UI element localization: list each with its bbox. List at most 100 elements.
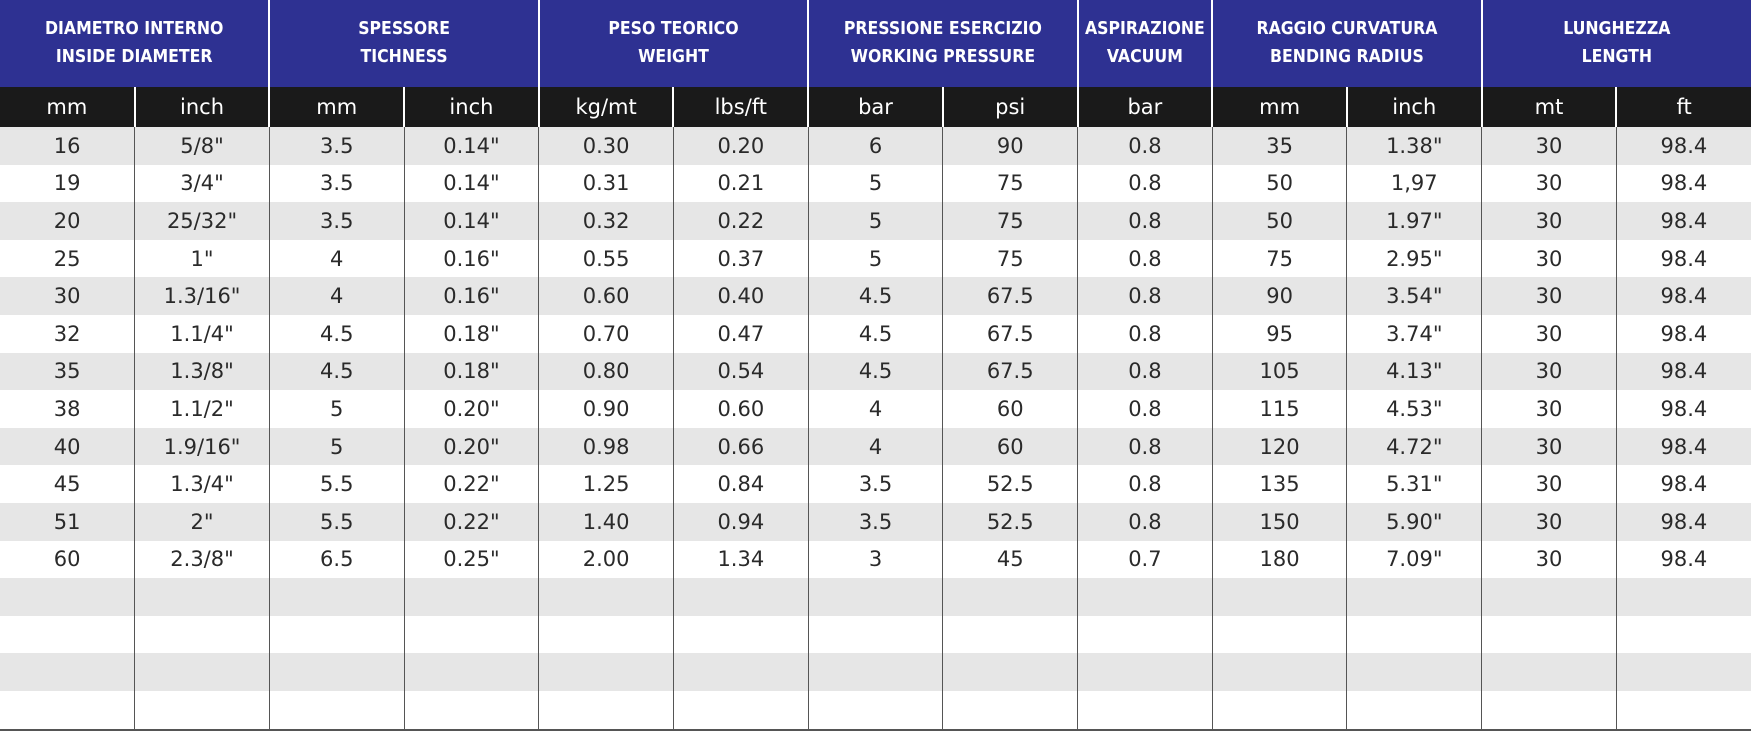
table-cell	[538, 653, 674, 691]
table-cell	[268, 690, 405, 731]
table-cell: 98.4	[1615, 127, 1751, 165]
table-cell	[0, 690, 135, 731]
table-cell: 0.14"	[403, 164, 539, 203]
table-cell: 50	[1211, 164, 1347, 203]
group-header-italian: LUNGHEZZA	[1563, 19, 1671, 40]
unit-header-cell: inch	[133, 87, 270, 127]
table-cell: 75	[1211, 239, 1347, 278]
table-cell: 5	[807, 164, 943, 203]
table-row: 25 1" 4 0.16" 0.55 0.37 5 75 0.8 75 2.95" 30 98.4	[0, 239, 1751, 278]
table-cell: 115	[1211, 390, 1347, 428]
table-cell: 52.5	[942, 465, 1078, 503]
table-cell: 30	[1481, 465, 1617, 503]
group-header-english: BENDING RADIUS	[1270, 46, 1424, 67]
table-cell: 5.5	[268, 465, 405, 503]
table-cell	[1615, 578, 1751, 616]
table-cell: 0.40	[672, 277, 809, 315]
table-cell: 1.9/16"	[134, 427, 270, 466]
table-cell	[268, 615, 405, 654]
table-cell: 1.1/4"	[134, 314, 270, 353]
table-cell: 98.4	[1615, 277, 1751, 315]
table-cell: 0.32	[538, 202, 674, 240]
table-cell: 1.97"	[1346, 202, 1482, 240]
table-cell: 30	[1481, 427, 1617, 466]
table-cell: 50	[1211, 202, 1347, 240]
table-cell: 30	[1481, 314, 1617, 353]
table-cell: 30	[1481, 277, 1617, 315]
table-row: 45 1.3/4" 5.5 0.22" 1.25 0.84 3.5 52.5 0.8 135 5.3…	[0, 465, 1751, 503]
table-cell: 1.40	[538, 502, 674, 541]
table-cell: 0.8	[1077, 502, 1213, 541]
table-cell: 0.90	[538, 390, 674, 428]
table-cell: 0.30	[538, 127, 674, 165]
table-cell: 4.5	[807, 314, 943, 353]
table-cell	[1346, 578, 1482, 616]
table-cell: 0.8	[1077, 277, 1213, 315]
table-cell: 0.18"	[403, 352, 539, 391]
table-cell: 45	[0, 465, 135, 503]
table-cell: 150	[1211, 502, 1347, 541]
group-header-cell: DIAMETRO INTERNO INSIDE DIAMETER	[0, 0, 270, 87]
table-cell: 0.8	[1077, 427, 1213, 466]
unit-header-cell: mm	[1211, 87, 1347, 127]
table-cell: 4.5	[268, 314, 405, 353]
group-header-english: INSIDE DIAMETER	[55, 46, 213, 67]
table-cell	[672, 653, 809, 691]
table-cell	[538, 690, 674, 731]
unit-header-cell: mm	[268, 87, 405, 127]
table-cell	[1346, 653, 1482, 691]
table-cell: 98.4	[1615, 239, 1751, 278]
table-cell: 67.5	[942, 352, 1078, 391]
table-cell	[672, 690, 809, 731]
table-cell: 19	[0, 164, 135, 203]
table-cell: 32	[0, 314, 135, 353]
hose-spec-table: DIAMETRO INTERNO INSIDE DIAMETER SPESSORE T…	[0, 0, 1751, 731]
table-cell: 60	[0, 540, 135, 579]
table-cell	[1211, 653, 1347, 691]
table-cell: 67.5	[942, 314, 1078, 353]
table-cell: 3.54"	[1346, 277, 1482, 315]
table-cell	[0, 653, 135, 691]
table-cell	[672, 578, 809, 616]
table-cell: 6	[807, 127, 943, 165]
unit-header-cell: inch	[403, 87, 539, 127]
table-cell: 30	[1481, 352, 1617, 391]
table-cell: 98.4	[1615, 540, 1751, 579]
units-header-row: mm inch mm inch kg/mt lbs/ft bar psi bar mm inch mt…	[0, 87, 1751, 127]
table-cell: 2"	[134, 502, 270, 541]
group-header-english: TICHNESS	[360, 46, 448, 67]
unit-header-cell: ft	[1615, 87, 1751, 127]
unit-header-cell: inch	[1345, 87, 1482, 127]
table-cell	[1615, 690, 1751, 731]
table-cell: 0.84	[672, 465, 809, 503]
table-cell: 180	[1211, 540, 1347, 579]
group-header-cell: SPESSORE TICHNESS	[268, 0, 539, 87]
table-cell: 98.4	[1615, 202, 1751, 240]
table-cell: 5	[807, 202, 943, 240]
table-cell: 98.4	[1615, 502, 1751, 541]
table-cell	[538, 615, 674, 654]
table-cell	[403, 578, 539, 616]
table-cell: 5.31"	[1346, 465, 1482, 503]
group-header-italian: DIAMETRO INTERNO	[44, 19, 224, 40]
table-cell: 0.20"	[403, 390, 539, 428]
table-cell: 0.8	[1077, 239, 1213, 278]
table-cell	[1481, 578, 1617, 616]
table-cell: 0.54	[672, 352, 809, 391]
table-cell: 3.74"	[1346, 314, 1482, 353]
group-header-italian: PRESSIONE ESERCIZIO	[843, 19, 1042, 40]
table-cell: 16	[0, 127, 135, 165]
table-row: 16 5/8" 3.5 0.14" 0.30 0.20 6 90 0.8 35 1.38" 30 98.…	[0, 127, 1751, 165]
group-header-italian: RAGGIO CURVATURA	[1256, 19, 1438, 40]
unit-header-cell: bar	[807, 87, 943, 127]
table-cell: 4.5	[807, 352, 943, 391]
table-cell: 0.8	[1077, 164, 1213, 203]
table-cell: 0.55	[538, 239, 674, 278]
table-cell: 67.5	[942, 277, 1078, 315]
table-row: 32 1.1/4" 4.5 0.18" 0.70 0.47 4.5 67.5 0.8 95 3.74…	[0, 314, 1751, 353]
table-cell: 5.5	[268, 502, 405, 541]
table-row: 51 2" 5.5 0.22" 1.40 0.94 3.5 52.5 0.8 150 5.90" 30…	[0, 502, 1751, 541]
table-cell: 2.3/8"	[134, 540, 270, 579]
table-cell: 0.80	[538, 352, 674, 391]
table-cell: 3.5	[268, 127, 405, 165]
